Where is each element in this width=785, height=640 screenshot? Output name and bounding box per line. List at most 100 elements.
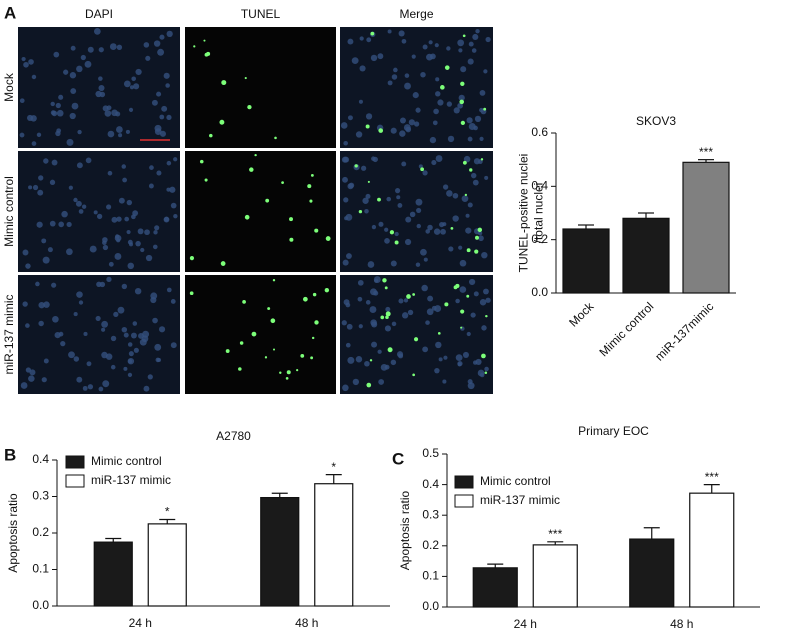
nucleus [364, 208, 369, 214]
nucleus [125, 129, 130, 134]
tunel-spot [483, 107, 487, 111]
nucleus [123, 332, 129, 338]
nucleus [104, 110, 112, 117]
nucleus [396, 351, 404, 358]
tunel-spot [485, 314, 488, 318]
error-bar [487, 563, 504, 568]
tunel-spot [279, 371, 282, 374]
tunel-spot [378, 128, 384, 133]
nucleus [470, 172, 477, 179]
nucleus [412, 92, 419, 99]
nucleus [384, 238, 390, 244]
nucleus [423, 257, 428, 262]
nucleus [43, 158, 49, 164]
nucleus [462, 351, 469, 358]
nucleus [452, 192, 459, 199]
nucleus [426, 308, 434, 316]
nucleus [151, 99, 158, 106]
nucleus [422, 346, 429, 353]
nucleus [150, 292, 158, 300]
nucleus [41, 377, 47, 383]
legend-swatch [65, 474, 85, 488]
nucleus [446, 101, 453, 107]
nucleus [114, 253, 122, 260]
x-tick-label: 24 h [514, 617, 537, 631]
nucleus [358, 324, 363, 329]
legend-label: Mimic control [91, 454, 162, 468]
nucleus [21, 56, 26, 62]
y-tick-label: 0.1 [32, 562, 49, 576]
micrograph [340, 27, 493, 148]
nucleus [78, 209, 84, 214]
nucleus [159, 130, 167, 137]
tunel-spot [311, 336, 315, 340]
nucleus [408, 119, 415, 126]
nucleus [446, 46, 451, 51]
legend-label: miR-137 mimic [91, 473, 171, 487]
nucleus [73, 356, 80, 362]
nucleus [429, 136, 437, 144]
tunel-spot [244, 76, 247, 80]
nucleus [401, 161, 407, 167]
nucleus [99, 91, 106, 98]
nucleus [70, 88, 77, 94]
tunel-spot [285, 377, 289, 380]
nucleus [416, 207, 422, 213]
nucleus [169, 186, 176, 193]
legend-label: Mimic control [480, 474, 551, 488]
nucleus [117, 306, 125, 314]
nucleus [404, 73, 410, 78]
nucleus [58, 221, 65, 228]
error-bar [159, 518, 176, 524]
nucleus [364, 360, 370, 367]
tunel-spot [244, 214, 250, 220]
nucleus [422, 44, 428, 50]
nucleus [20, 382, 28, 389]
tunel-spot [444, 65, 450, 70]
nucleus [98, 47, 104, 53]
nucleus [19, 132, 25, 138]
nucleus [30, 115, 37, 122]
nucleus [127, 357, 135, 365]
tunel-spot [469, 168, 473, 172]
nucleus [82, 385, 88, 391]
tunel-spot [354, 164, 358, 168]
nucleus [342, 259, 349, 266]
nucleus [157, 358, 162, 363]
nucleus [135, 68, 142, 76]
nucleus [366, 37, 372, 43]
x-tick-label: Mimic control [596, 299, 656, 359]
nucleus [365, 113, 373, 120]
nucleus [56, 128, 62, 134]
nucleus [131, 76, 136, 82]
nucleus [357, 296, 363, 302]
nucleus [149, 165, 154, 170]
y-tick-label: 0.4 [422, 477, 439, 491]
nucleus [422, 170, 428, 176]
nucleus [466, 117, 473, 124]
y-tick-label: 0.0 [531, 285, 548, 299]
nucleus [143, 385, 150, 392]
nucleus [359, 36, 364, 41]
y-tick-label: 0.4 [531, 179, 548, 193]
tunel-spot [420, 167, 424, 172]
nucleus [116, 126, 123, 133]
nucleus [484, 366, 489, 372]
nucleus [166, 114, 172, 121]
tunel-spot [385, 311, 391, 317]
nucleus [474, 115, 482, 122]
nucleus [132, 210, 139, 217]
nucleus [126, 199, 133, 206]
nucleus [483, 69, 488, 74]
nucleus [457, 102, 463, 109]
nucleus [95, 315, 101, 321]
tunel-spot [370, 31, 375, 36]
nucleus [391, 321, 397, 327]
chart-title: Primary EOC [578, 424, 649, 438]
nucleus [352, 378, 360, 386]
nucleus [457, 362, 462, 367]
nucleus [433, 108, 439, 115]
y-tick-label: 0.1 [422, 569, 439, 583]
nucleus [108, 261, 114, 267]
tunel-spot [220, 261, 226, 266]
